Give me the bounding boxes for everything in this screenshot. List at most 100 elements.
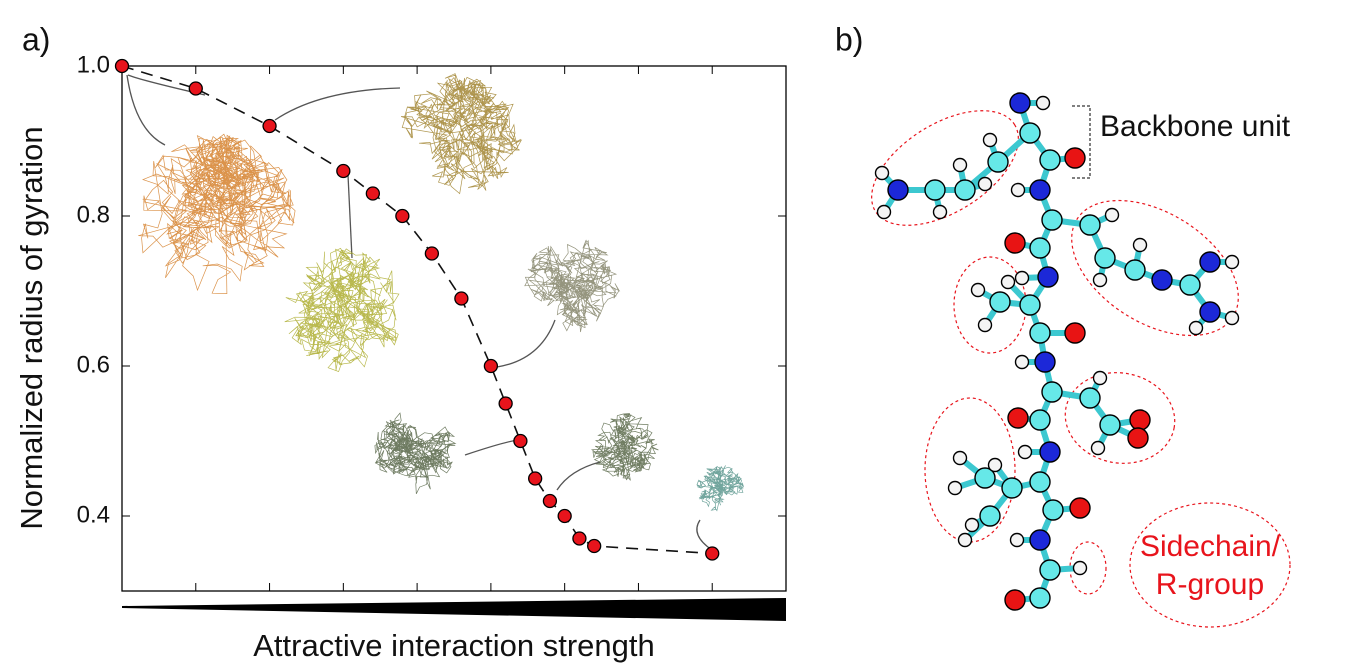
atom (947, 480, 963, 496)
atom (1099, 414, 1121, 436)
y-tick-label: 0.4 (77, 501, 110, 528)
polymer-blob (284, 247, 400, 373)
atom (1072, 560, 1088, 576)
data-point (365, 186, 380, 201)
sidechain-label: Sidechain/ (1140, 530, 1281, 563)
atom (1007, 407, 1029, 429)
atom (1042, 499, 1064, 521)
y-axis-label: Normalized radius of gyration (14, 126, 49, 529)
atom (1017, 444, 1033, 460)
atom (970, 282, 986, 298)
series-line (121, 65, 713, 555)
atom (979, 505, 1001, 527)
x-axis-label: Attractive interaction strength (253, 628, 654, 663)
atom (952, 157, 968, 173)
atom (1041, 381, 1063, 403)
atom (1029, 587, 1051, 609)
atom (964, 517, 980, 533)
atom (1029, 179, 1051, 201)
data-point (483, 358, 499, 374)
polymer-blob (591, 413, 659, 481)
atom (957, 532, 973, 548)
atom (1004, 232, 1026, 254)
atom (1079, 387, 1101, 409)
data-point (557, 508, 572, 524)
atom (1029, 529, 1051, 551)
atom (989, 291, 1011, 313)
sidechain-outline (871, 110, 1019, 226)
atom (1035, 95, 1051, 111)
data-point (188, 81, 203, 96)
sidechain-outline (1069, 541, 1107, 595)
atom (977, 317, 993, 333)
y-tick-label: 0.6 (77, 351, 110, 378)
strength-wedge (122, 598, 786, 621)
atom (1029, 471, 1051, 493)
atom (1004, 589, 1026, 611)
atom (1199, 251, 1221, 273)
atom (1000, 274, 1016, 290)
atom (924, 179, 946, 201)
atom (1009, 92, 1031, 114)
atom (1224, 310, 1240, 326)
atom (1129, 409, 1151, 431)
atom (1069, 497, 1091, 519)
atom (1132, 237, 1148, 253)
connector (126, 74, 166, 146)
atom (1199, 301, 1221, 323)
sidechain-label: R-group (1156, 568, 1264, 601)
atom (887, 179, 909, 201)
polymer-blob (374, 412, 457, 495)
atom (1029, 322, 1051, 344)
atom (982, 132, 998, 148)
plot-frame (121, 65, 787, 592)
backbone-label: Backbone unit (1100, 110, 1291, 143)
atom (1092, 370, 1108, 386)
atom (1064, 322, 1086, 344)
polymer-blob (138, 133, 296, 294)
atom (1179, 274, 1201, 296)
atom (987, 457, 1003, 473)
atom (1014, 354, 1030, 370)
atom (954, 179, 976, 201)
atom (1079, 214, 1101, 236)
atom (1041, 209, 1063, 231)
data-point (528, 471, 543, 486)
sidechain-outline (1129, 502, 1291, 628)
atom (1039, 441, 1061, 463)
y-tick-label: 0.8 (77, 201, 110, 228)
atom (1019, 122, 1041, 144)
atom (876, 204, 892, 220)
atom (1029, 237, 1051, 259)
polymer-blob (400, 73, 523, 195)
connector (696, 519, 713, 551)
y-tick-label: 1.0 (77, 51, 110, 78)
molecule (871, 92, 1291, 628)
panel-label: b) (835, 21, 863, 57)
polymer-blob (524, 239, 621, 333)
atom (952, 450, 968, 466)
data-point (572, 531, 587, 546)
atom (1029, 409, 1051, 431)
atom (1127, 427, 1149, 449)
atom (1009, 532, 1025, 548)
atom (932, 204, 948, 220)
data-point (587, 538, 602, 554)
connector (556, 461, 601, 491)
data-point (454, 291, 469, 306)
atom (1151, 269, 1173, 291)
atom (974, 467, 996, 489)
connector (464, 439, 521, 456)
data-point (424, 246, 440, 261)
atom (1090, 440, 1106, 456)
atom (1124, 259, 1146, 281)
connector (496, 319, 556, 368)
atom (987, 151, 1009, 173)
atom (1064, 147, 1086, 169)
atom (1014, 270, 1030, 286)
atom (1019, 294, 1041, 316)
atom (1010, 182, 1026, 198)
data-point (336, 163, 351, 179)
